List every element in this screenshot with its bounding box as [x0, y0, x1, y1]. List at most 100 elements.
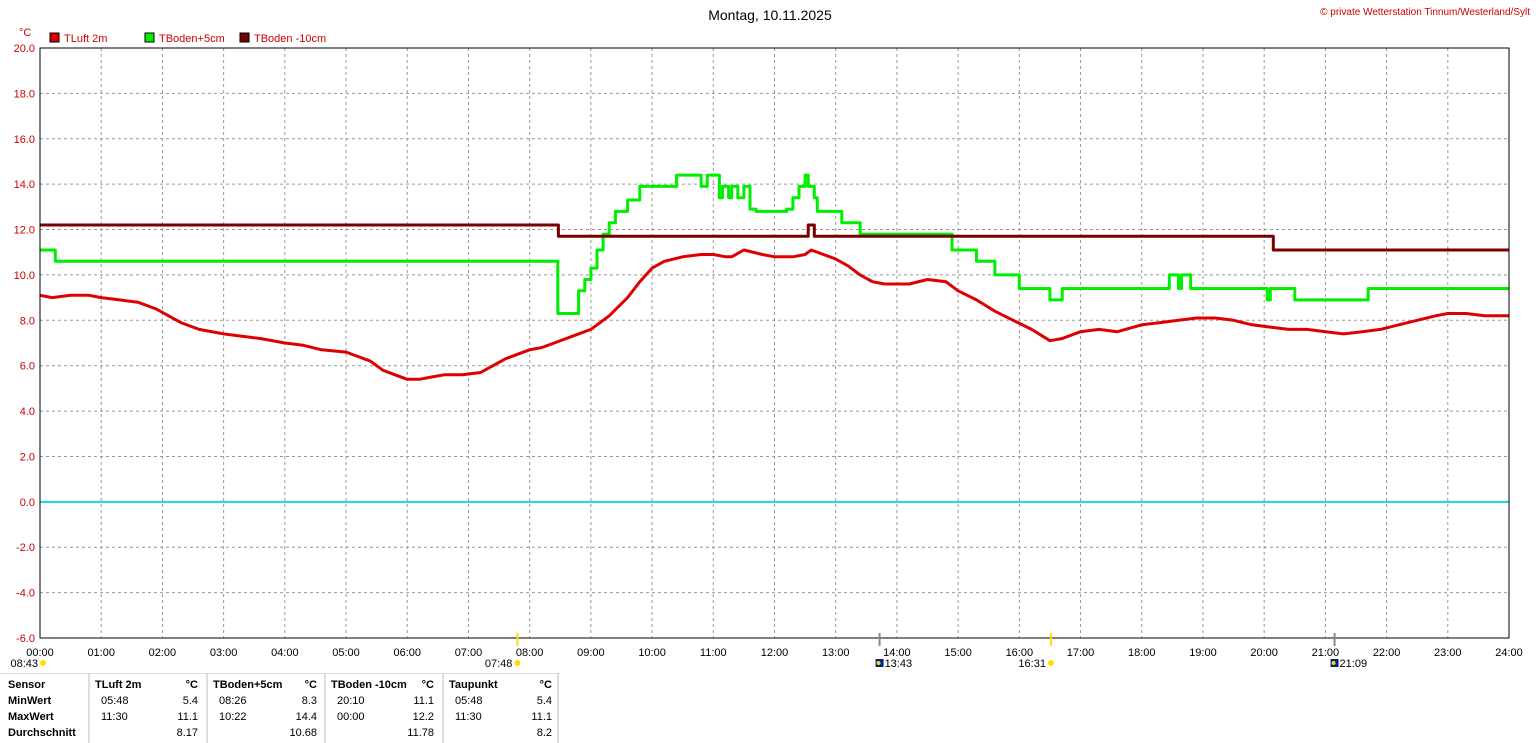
sun-icon	[1047, 660, 1054, 666]
stats-column-header: TBoden -10cm	[331, 679, 407, 691]
moon-icon-dot	[1331, 661, 1336, 665]
stats-time: 10:22	[219, 711, 247, 723]
series-tboden5-line	[40, 173, 1509, 315]
y-tick-label: 14.0	[14, 179, 35, 191]
x-tick-label: 11:00	[700, 647, 727, 659]
x-tick-label: 19:00	[1189, 647, 1217, 659]
sun-moon-time: 16:31	[1018, 658, 1046, 670]
x-tick-label: 14:00	[883, 647, 911, 659]
stats-value: 8.2	[537, 727, 552, 739]
x-tick-label: 12:00	[761, 647, 789, 659]
y-unit-label: °C	[19, 27, 31, 39]
x-tick-label: 15:00	[944, 647, 972, 659]
y-tick-label: 0.0	[20, 497, 35, 509]
stats-column-header: Taupunkt	[449, 679, 498, 691]
stats-value: 11.1	[531, 711, 552, 723]
y-tick-label: 10.0	[14, 270, 35, 282]
stats-value: 8.3	[302, 695, 317, 707]
series-tboden10-line	[40, 223, 1509, 252]
sun-moon-time: 21:09	[1340, 658, 1368, 670]
legend-label-tboden10: TBoden -10cm	[254, 33, 326, 45]
legend-label-tboden5: TBoden+5cm	[159, 33, 225, 45]
x-tick-label: 23:00	[1434, 647, 1462, 659]
legend-swatch-tboden10	[239, 32, 250, 43]
sun-moon-time: 07:48	[485, 658, 513, 670]
legend-item-tboden5: TBoden+5cm	[144, 32, 225, 45]
x-tick-label: 00:00	[26, 647, 54, 659]
stats-value: 11.78	[407, 727, 434, 739]
x-tick-label: 17:00	[1067, 647, 1095, 659]
x-axis-ticks: 00:00 01:00 02:00 03:00 04:00 05:00 06:00 07:00…	[26, 647, 1523, 659]
stats-table: Sensor MinWert MaxWert Durchschnitt TLuft 2m…	[0, 673, 560, 743]
stats-column-unit: °C	[540, 679, 552, 691]
stats-time: 11:30	[101, 711, 128, 723]
stats-column-header: TLuft 2m	[95, 679, 142, 691]
x-tick-label: 04:00	[271, 647, 299, 659]
y-tick-label: 8.0	[20, 315, 35, 327]
stats-value: 5.4	[183, 695, 198, 707]
x-tick-label: 07:00	[455, 647, 483, 659]
y-tick-label: 16.0	[14, 134, 35, 146]
stats-value: 8.17	[177, 727, 198, 739]
stats-value: 11.1	[413, 695, 434, 707]
sun-moon-markers: 08:43 07:48 13:43 16:31 21:09	[10, 633, 1367, 670]
y-tick-label: 18.0	[14, 88, 35, 100]
stats-time: 05:48	[101, 695, 129, 707]
y-tick-label: -4.0	[16, 588, 35, 600]
x-tick-label: 05:00	[332, 647, 360, 659]
stats-row-label: Durchschnitt	[8, 727, 76, 739]
x-tick-label: 21:00	[1312, 647, 1340, 659]
stats-time: 08:26	[219, 695, 247, 707]
x-tick-label: 18:00	[1128, 647, 1156, 659]
x-tick-label: 03:00	[210, 647, 238, 659]
y-tick-label: 20.0	[14, 43, 35, 55]
sun-moon-time: 08:43	[10, 658, 38, 670]
stats-column-unit: °C	[422, 679, 434, 691]
stats-time: 00:00	[337, 711, 365, 723]
moon-icon-dot	[876, 661, 881, 665]
x-tick-label: 24:00	[1495, 647, 1523, 659]
y-tick-label: 4.0	[20, 406, 35, 418]
grid	[39, 47, 1510, 639]
legend-label-tluft: TLuft 2m	[64, 33, 107, 45]
stats-value: 11.1	[177, 711, 198, 723]
y-tick-label: 2.0	[20, 451, 35, 463]
stats-value: 14.4	[296, 711, 317, 723]
x-tick-label: 01:00	[87, 647, 115, 659]
chart-title: Montag, 10.11.2025	[708, 7, 832, 23]
legend-swatch-tluft	[49, 32, 60, 43]
legend-item-tboden10: TBoden -10cm	[239, 32, 326, 45]
x-tick-label: 13:00	[822, 647, 850, 659]
legend-item-tluft: TLuft 2m	[49, 32, 107, 45]
stats-time: 11:30	[455, 711, 482, 723]
x-tick-label: 09:00	[577, 647, 605, 659]
x-tick-label: 20:00	[1250, 647, 1278, 659]
y-tick-label: 12.0	[14, 225, 35, 237]
x-tick-label: 22:00	[1373, 647, 1401, 659]
series-tluft-line	[39, 248, 1509, 381]
stats-row-label: MaxWert	[8, 711, 54, 723]
y-tick-label: -6.0	[16, 633, 35, 645]
legend-swatch-tboden5	[144, 32, 155, 43]
x-tick-label: 06:00	[393, 647, 421, 659]
sun-icon	[514, 660, 521, 666]
legend: TLuft 2m TBoden+5cm TBoden -10cm	[49, 32, 326, 45]
x-tick-label: 10:00	[638, 647, 666, 659]
stats-time: 05:48	[455, 695, 483, 707]
x-tick-label: 08:00	[516, 647, 544, 659]
stats-value: 12.2	[413, 711, 434, 723]
series-lines	[39, 173, 1509, 503]
stats-header-sensor: Sensor	[8, 679, 46, 691]
stats-value: 5.4	[537, 695, 552, 707]
x-tick-label: 16:00	[1006, 647, 1034, 659]
station-credit: © private Wetterstation Tinnum/Westerlan…	[1320, 7, 1530, 18]
y-tick-label: -2.0	[16, 542, 35, 554]
sun-moon-time: 13:43	[885, 658, 913, 670]
stats-value: 10.68	[289, 727, 317, 739]
stats-time: 20:10	[337, 695, 365, 707]
sun-icon	[40, 660, 46, 666]
x-tick-label: 02:00	[149, 647, 177, 659]
stats-column-header: TBoden+5cm	[213, 679, 283, 691]
y-axis-ticks: 20.0 18.0 16.0 14.0 12.0 10.0 8.0 6.0 4.0 2.0 0.0 -…	[14, 43, 35, 645]
plot-frame	[39, 47, 1510, 639]
